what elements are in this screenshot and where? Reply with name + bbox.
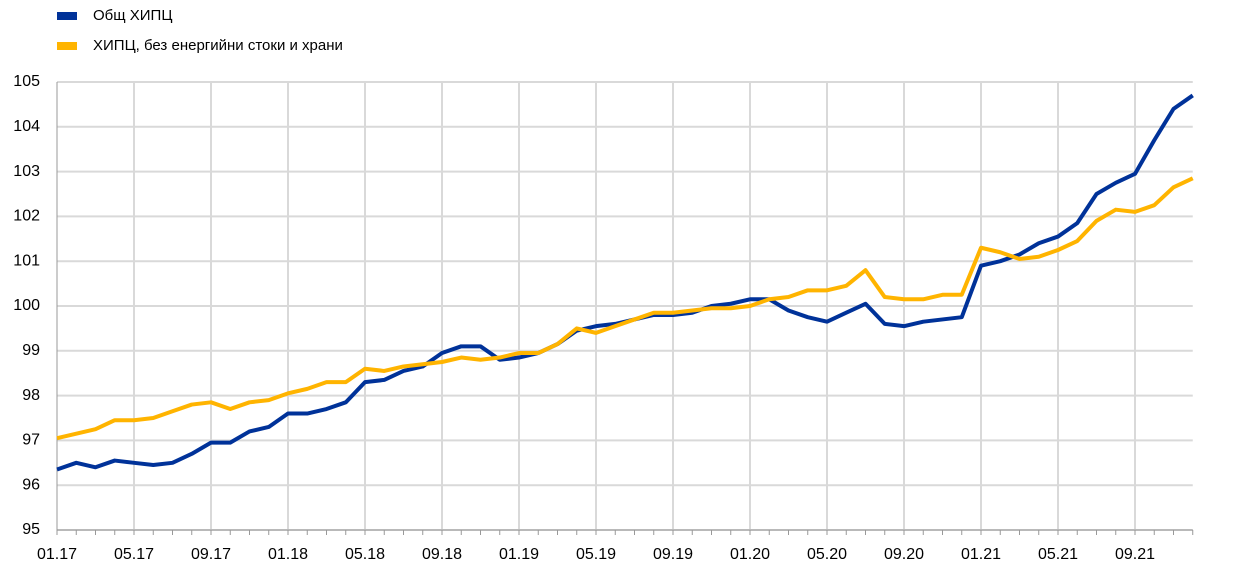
x-tick-label: 09.19 (653, 546, 693, 563)
y-tick-label: 105 (13, 73, 40, 90)
x-tick-label: 09.20 (884, 546, 924, 563)
x-tick-label: 09.17 (191, 546, 231, 563)
x-tick-label: 01.21 (961, 546, 1001, 563)
y-tick-label: 99 (22, 342, 40, 359)
y-tick-label: 100 (13, 297, 40, 314)
y-tick-label: 101 (13, 252, 40, 269)
y-tick-label: 96 (22, 476, 40, 493)
x-tick-label: 05.19 (576, 546, 616, 563)
series-line (56, 93, 1194, 472)
series-line (56, 176, 1194, 441)
x-tick-label: 01.17 (37, 546, 77, 563)
x-tick-label: 09.21 (1115, 546, 1155, 563)
x-tick-label: 09.18 (422, 546, 462, 563)
x-tick-label: 05.17 (114, 546, 154, 563)
x-tick-label: 01.19 (499, 546, 539, 563)
y-tick-label: 104 (13, 118, 40, 135)
y-tick-label: 98 (22, 387, 40, 404)
x-tick-label: 01.18 (268, 546, 308, 563)
y-tick-label: 103 (13, 163, 40, 180)
legend-label: Общ ХИПЦ (93, 7, 172, 24)
legend-label: ХИПЦ, без енергийни стоки и храни (93, 37, 343, 54)
legend-swatch (57, 42, 77, 50)
x-tick-label: 05.18 (345, 546, 385, 563)
x-tick-label: 05.20 (807, 546, 847, 563)
legend-swatch (57, 12, 77, 20)
y-tick-label: 95 (22, 521, 40, 538)
x-tick-label: 01.20 (730, 546, 770, 563)
y-tick-label: 97 (22, 432, 40, 449)
legend: Общ ХИПЦ ХИПЦ, без енергийни стоки и хран… (57, 7, 343, 54)
y-tick-label: 102 (13, 208, 40, 225)
x-tick-label: 05.21 (1038, 546, 1078, 563)
